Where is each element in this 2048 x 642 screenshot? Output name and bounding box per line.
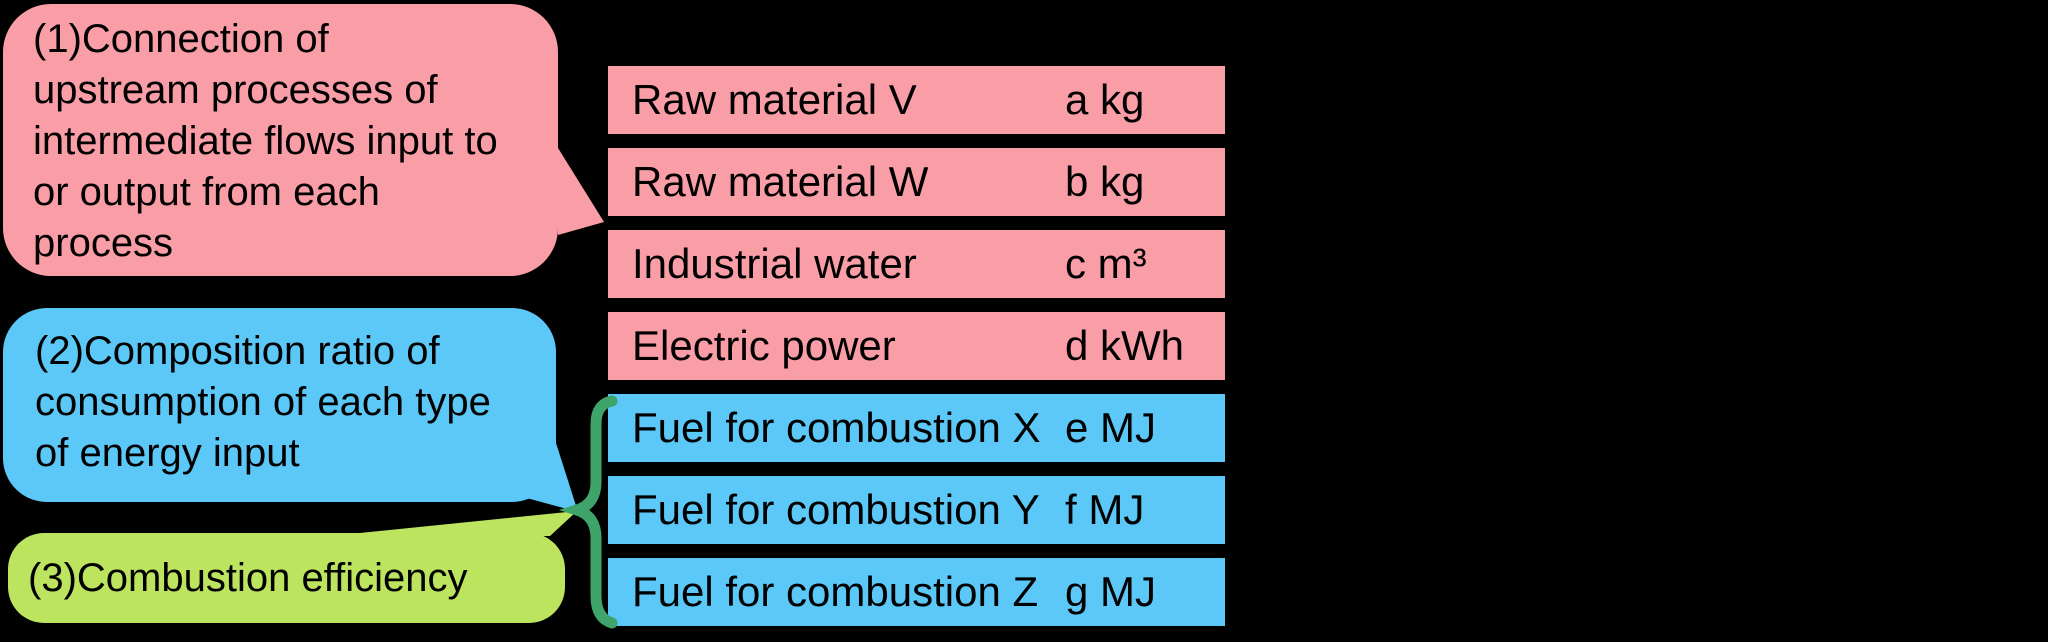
- flow-box-label: Industrial water: [632, 240, 917, 287]
- callout-1-line: or output from each: [33, 170, 380, 214]
- flow-box-value: g MJ: [1065, 568, 1157, 615]
- flow-box-electric-power: Electric power d kWh: [608, 312, 1225, 380]
- flow-box-label: Fuel for combustion Y: [632, 486, 1040, 533]
- flow-box-label: Fuel for combustion X: [632, 404, 1041, 451]
- flow-box-label: Raw material V: [632, 76, 917, 123]
- fuel-group-brace: [558, 395, 618, 629]
- flow-box-value: b kg: [1065, 158, 1145, 205]
- flow-box-fuel-x: Fuel for combustion X e MJ: [608, 394, 1225, 462]
- callout-2-line: (2)Composition ratio of: [35, 329, 440, 373]
- callout-1-line: process: [33, 221, 174, 265]
- flow-box-value: f MJ: [1065, 486, 1145, 533]
- flow-box-value: e MJ: [1065, 404, 1157, 451]
- callout-1-line: upstream processes of: [33, 68, 438, 112]
- flow-box-industrial-water: Industrial water c m³: [608, 230, 1225, 298]
- callout-1-line: (1)Connection of: [33, 17, 329, 61]
- callout-1-tail: [558, 148, 604, 235]
- callout-2-line: of energy input: [35, 431, 300, 475]
- callout-composition-ratio: (2)Composition ratio of consumption of e…: [3, 308, 556, 502]
- flow-box-raw-material-v: Raw material V a kg: [608, 66, 1225, 134]
- callout-1-line: intermediate flows input to: [33, 119, 498, 163]
- flow-box-fuel-y: Fuel for combustion Y f MJ: [608, 476, 1225, 544]
- flow-box-label: Raw material W: [632, 158, 929, 205]
- flow-box-label: Electric power: [632, 322, 896, 369]
- callout-upstream-processes: (1)Connection of upstream processes of i…: [3, 4, 558, 276]
- callout-2-line: consumption of each type: [35, 380, 491, 424]
- flow-box-value: c m³: [1065, 240, 1147, 287]
- flow-box-value: d kWh: [1065, 322, 1185, 369]
- flow-box-label: Fuel for combustion Z: [632, 568, 1039, 615]
- flow-box-fuel-z: Fuel for combustion Z g MJ: [608, 558, 1225, 626]
- callout-combustion-efficiency: (3)Combustion efficiency: [8, 533, 565, 623]
- callout-3-line: (3)Combustion efficiency: [28, 555, 468, 600]
- flow-box-raw-material-w: Raw material W b kg: [608, 148, 1225, 216]
- flow-box-value: a kg: [1065, 76, 1145, 123]
